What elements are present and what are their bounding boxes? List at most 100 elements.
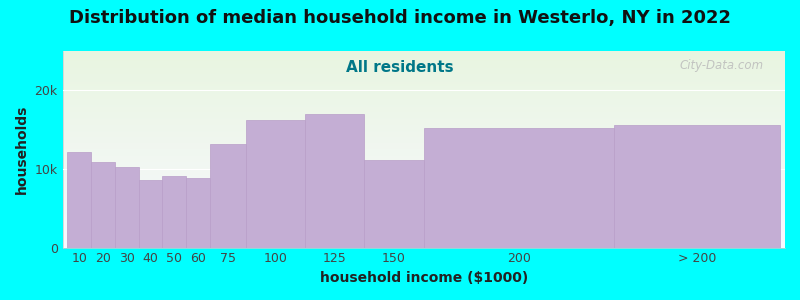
Bar bbox=[62, 197, 785, 198]
Bar bbox=[62, 79, 785, 80]
Bar bbox=[62, 225, 785, 226]
Bar bbox=[62, 71, 785, 72]
Bar bbox=[62, 52, 785, 53]
Bar bbox=[62, 141, 785, 142]
Bar bbox=[62, 227, 785, 228]
Bar bbox=[62, 86, 785, 87]
Bar bbox=[62, 158, 785, 159]
Bar bbox=[62, 72, 785, 73]
Bar bbox=[62, 235, 785, 236]
Bar bbox=[62, 121, 785, 122]
Bar bbox=[62, 201, 785, 202]
Bar bbox=[62, 95, 785, 96]
Bar bbox=[62, 179, 785, 180]
Bar bbox=[62, 176, 785, 177]
Bar bbox=[62, 200, 785, 201]
Bar bbox=[62, 187, 785, 188]
Bar bbox=[62, 82, 785, 83]
Bar bbox=[62, 241, 785, 242]
Bar bbox=[62, 190, 785, 192]
Bar bbox=[62, 58, 785, 59]
Bar bbox=[138, 180, 162, 248]
Bar bbox=[62, 82, 785, 83]
Bar bbox=[62, 188, 785, 189]
Bar bbox=[62, 166, 785, 167]
Bar bbox=[62, 157, 785, 158]
Bar bbox=[62, 73, 785, 74]
Bar bbox=[62, 220, 785, 221]
Bar bbox=[62, 210, 785, 211]
Bar bbox=[62, 113, 785, 114]
Bar bbox=[62, 149, 785, 150]
Bar bbox=[62, 85, 785, 86]
Bar bbox=[62, 168, 785, 169]
Bar bbox=[62, 192, 785, 193]
Bar bbox=[62, 181, 785, 182]
Bar bbox=[62, 212, 785, 213]
Bar bbox=[62, 231, 785, 232]
Bar bbox=[62, 124, 785, 125]
Bar bbox=[62, 65, 785, 66]
Bar bbox=[62, 196, 785, 197]
Bar bbox=[62, 129, 785, 130]
Bar bbox=[62, 147, 785, 148]
Bar bbox=[62, 102, 785, 103]
Bar bbox=[62, 76, 785, 77]
Bar bbox=[62, 203, 785, 204]
Bar bbox=[62, 104, 785, 105]
X-axis label: household income ($1000): household income ($1000) bbox=[320, 271, 528, 285]
Bar bbox=[62, 213, 785, 214]
Bar bbox=[62, 243, 785, 244]
Bar bbox=[62, 106, 785, 107]
Bar bbox=[62, 162, 785, 163]
Bar bbox=[62, 66, 785, 67]
Bar bbox=[62, 239, 785, 240]
Bar bbox=[62, 223, 785, 224]
Bar bbox=[62, 215, 785, 216]
Bar bbox=[62, 182, 785, 183]
Text: All residents: All residents bbox=[346, 60, 454, 75]
Bar bbox=[62, 98, 785, 99]
Bar bbox=[62, 153, 785, 154]
Bar bbox=[62, 100, 785, 101]
Bar bbox=[62, 238, 785, 239]
Bar bbox=[62, 107, 785, 108]
Bar bbox=[62, 125, 785, 126]
Bar bbox=[62, 133, 785, 134]
Bar bbox=[62, 56, 785, 57]
Bar bbox=[62, 224, 785, 225]
Bar bbox=[62, 228, 785, 229]
Bar bbox=[62, 165, 785, 166]
Bar bbox=[62, 229, 785, 230]
Bar bbox=[62, 216, 785, 217]
Bar bbox=[62, 152, 785, 153]
Bar bbox=[62, 60, 785, 61]
Bar bbox=[62, 184, 785, 185]
Bar bbox=[62, 128, 785, 129]
Bar bbox=[62, 74, 785, 75]
Bar bbox=[62, 207, 785, 208]
Bar bbox=[62, 185, 785, 186]
Bar bbox=[62, 112, 785, 113]
Bar bbox=[62, 140, 785, 141]
Bar bbox=[62, 142, 785, 143]
Bar bbox=[62, 211, 785, 212]
Bar bbox=[62, 105, 785, 106]
Bar bbox=[62, 51, 785, 52]
Bar bbox=[614, 125, 780, 248]
Bar bbox=[62, 126, 785, 127]
Bar bbox=[162, 176, 186, 248]
Text: City-Data.com: City-Data.com bbox=[679, 59, 763, 72]
Bar bbox=[62, 186, 785, 187]
Bar bbox=[62, 160, 785, 161]
Bar bbox=[62, 233, 785, 234]
Bar bbox=[62, 110, 785, 111]
Bar bbox=[62, 242, 785, 243]
Bar bbox=[62, 130, 785, 132]
Bar bbox=[246, 120, 305, 248]
Bar bbox=[210, 144, 246, 248]
Bar bbox=[62, 111, 785, 112]
Bar bbox=[62, 77, 785, 79]
Bar bbox=[62, 222, 785, 223]
Bar bbox=[62, 123, 785, 124]
